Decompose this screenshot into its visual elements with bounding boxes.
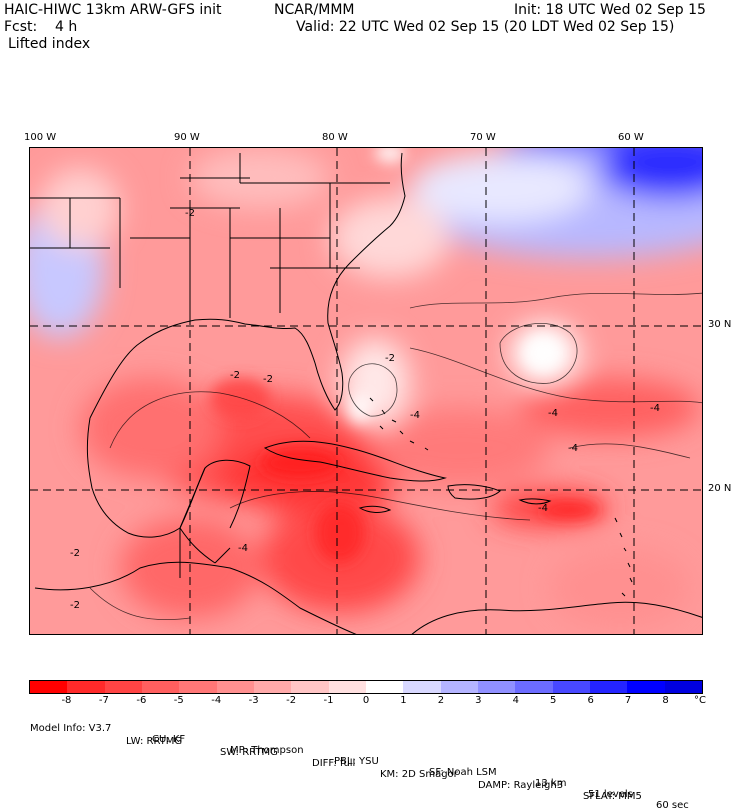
colorbar-unit: °C xyxy=(694,695,706,706)
colorbar-tick-label: -7 xyxy=(98,695,109,706)
colorbar-tick-label: 7 xyxy=(624,695,632,706)
contour-label: -4 xyxy=(538,503,548,514)
model-info-version: Model Info: V3.7 xyxy=(30,723,112,734)
lon-label: 80 W xyxy=(322,132,348,143)
colorbar-segment xyxy=(403,681,441,693)
lat-label: 20 N xyxy=(708,483,732,494)
model-info-sw: SW: RRTMG xyxy=(220,747,278,758)
colorbar-tick-label: 6 xyxy=(587,695,594,706)
colorbar-tick-label: 0 xyxy=(362,695,370,706)
colorbar-tick-label: -3 xyxy=(248,695,259,706)
colorbar-tick-label: 2 xyxy=(437,695,445,706)
init-time: Init: 18 UTC Wed 02 Sep 15 xyxy=(514,2,706,18)
colorbar-tick-label: -4 xyxy=(211,695,222,706)
colorbar-segment xyxy=(365,681,404,693)
model-info-line2: LW: RRTMG SW: RRTMG DIFF: full KM: 2D Sm… xyxy=(30,725,642,802)
colorbar-segment xyxy=(104,681,142,693)
contour-label: -2 xyxy=(70,548,80,559)
colorbar-tick-label: 1 xyxy=(400,695,407,706)
contour-label: -2 xyxy=(263,374,273,385)
contour-lines xyxy=(89,292,702,621)
colorbar-segment xyxy=(477,681,516,693)
contour-label: -2 xyxy=(185,208,195,219)
contour-label: -2 xyxy=(70,600,80,611)
colorbar-segment xyxy=(30,681,68,693)
model-info-lw: LW: RRTMG xyxy=(126,736,183,747)
colorbar-tick-label: -2 xyxy=(286,695,297,706)
contour-label: -2 xyxy=(385,353,395,364)
forecast-hour: Fcst: 4 h xyxy=(4,19,78,35)
contour-label: -2 xyxy=(230,370,240,381)
colorbar-tick-label: 5 xyxy=(550,695,557,706)
contour-label: -4 xyxy=(238,543,248,554)
field-name: Lifted index xyxy=(8,36,91,52)
lat-lon-grid xyxy=(30,148,702,634)
colorbar-segment xyxy=(328,681,366,693)
colorbar-segment xyxy=(589,681,628,693)
map-canvas xyxy=(30,148,702,634)
contour-label: -4 xyxy=(650,403,660,414)
colorbar-segment xyxy=(253,681,292,693)
colorbar-segment xyxy=(216,681,254,693)
model-info-km: KM: 2D Smagor xyxy=(380,769,458,780)
colorbar-segment xyxy=(552,681,590,693)
field-detail xyxy=(210,148,600,563)
colorbar-tick-label: 8 xyxy=(662,695,669,706)
valid-time: Valid: 22 UTC Wed 02 Sep 15 (20 LDT Wed … xyxy=(296,19,675,35)
colorbar-segment xyxy=(515,681,553,693)
colorbar-segment xyxy=(179,681,217,693)
contour-label: -4 xyxy=(410,410,420,421)
colorbar-segment xyxy=(291,681,329,693)
contour-label: -4 xyxy=(568,443,578,454)
colorbar-tick-label: 4 xyxy=(512,695,519,706)
field-shading xyxy=(30,148,702,628)
organization-label: NCAR/MMM xyxy=(274,2,355,18)
lon-label: 100 W xyxy=(24,132,57,143)
colorbar-tick-label: -5 xyxy=(173,695,184,706)
colorbar-tick-label: -1 xyxy=(323,695,334,706)
model-info-damp: DAMP: Rayleigh3 xyxy=(478,780,564,791)
coastlines xyxy=(30,152,702,634)
colorbar-tick-label: -6 xyxy=(136,695,147,706)
lon-label: 70 W xyxy=(470,132,496,143)
lat-label: 30 N xyxy=(708,319,732,330)
colorbar-segment xyxy=(141,681,180,693)
model-info-dt: 60 sec xyxy=(656,800,689,811)
contour-label: -4 xyxy=(548,408,558,419)
model-info-diff: DIFF: full xyxy=(312,758,356,769)
colorbar-tick-label: -8 xyxy=(61,695,72,706)
colorbar-segment xyxy=(440,681,478,693)
model-info-sflay: SFLAY: MM5 xyxy=(583,791,642,802)
colorbar-tick-label: 3 xyxy=(475,695,482,706)
colorbar-segment xyxy=(67,681,105,693)
colorbar xyxy=(29,680,703,694)
model-title: HAIC-HIWC 13km ARW-GFS init xyxy=(4,2,222,18)
lon-label: 90 W xyxy=(174,132,200,143)
lifted-index-map: -2 -2 -2 -2 -4 -4 -4 -4 -4 -2 -4 -2 xyxy=(29,147,703,635)
lon-label: 60 W xyxy=(618,132,644,143)
colorbar-segment xyxy=(627,681,665,693)
colorbar-segment xyxy=(664,681,702,693)
